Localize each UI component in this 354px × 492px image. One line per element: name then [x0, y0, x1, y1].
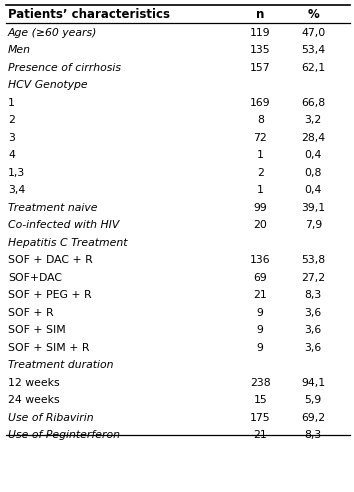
Text: 69: 69 — [253, 273, 267, 282]
Text: 21: 21 — [253, 290, 267, 300]
Text: 0,4: 0,4 — [304, 185, 322, 195]
Text: Patients’ characteristics: Patients’ characteristics — [8, 8, 170, 22]
Text: 2: 2 — [257, 168, 264, 178]
Text: 94,1: 94,1 — [301, 378, 325, 388]
Text: SOF + R: SOF + R — [8, 308, 53, 318]
Text: 39,1: 39,1 — [301, 203, 325, 213]
Text: 238: 238 — [250, 378, 270, 388]
Text: Hepatitis C Treatment: Hepatitis C Treatment — [8, 238, 127, 247]
Text: Use of Ribavirin: Use of Ribavirin — [8, 413, 93, 423]
Text: %: % — [307, 8, 319, 22]
Text: 27,2: 27,2 — [301, 273, 325, 282]
Text: 72: 72 — [253, 133, 267, 143]
Text: 136: 136 — [250, 255, 270, 265]
Text: 62,1: 62,1 — [301, 62, 325, 73]
Text: 21: 21 — [253, 430, 267, 440]
Text: 169: 169 — [250, 97, 270, 108]
Text: n: n — [256, 8, 264, 22]
Text: SOF + SIM: SOF + SIM — [8, 325, 66, 335]
Text: 119: 119 — [250, 28, 270, 37]
Text: 8,3: 8,3 — [305, 290, 322, 300]
Text: Age (≥60 years): Age (≥60 years) — [8, 28, 97, 37]
Text: 9: 9 — [257, 342, 264, 353]
Text: 12 weeks: 12 weeks — [8, 378, 59, 388]
Text: 135: 135 — [250, 45, 270, 55]
Text: 47,0: 47,0 — [301, 28, 325, 37]
Text: 3: 3 — [8, 133, 15, 143]
Text: 9: 9 — [257, 308, 264, 318]
Text: Presence of cirrhosis: Presence of cirrhosis — [8, 62, 121, 73]
Text: 1: 1 — [8, 97, 15, 108]
Text: 1: 1 — [257, 150, 264, 160]
Text: Treatment duration: Treatment duration — [8, 360, 114, 370]
Text: 5,9: 5,9 — [305, 395, 322, 405]
Text: SOF + DAC + R: SOF + DAC + R — [8, 255, 93, 265]
Text: 3,6: 3,6 — [305, 342, 322, 353]
Text: Treatment naive: Treatment naive — [8, 203, 97, 213]
Text: Use of Peginterferon: Use of Peginterferon — [8, 430, 120, 440]
Text: SOF + SIM + R: SOF + SIM + R — [8, 342, 90, 353]
Text: 99: 99 — [253, 203, 267, 213]
Text: 3,4: 3,4 — [8, 185, 25, 195]
Text: 24 weeks: 24 weeks — [8, 395, 59, 405]
Text: 157: 157 — [250, 62, 270, 73]
Text: 0,4: 0,4 — [304, 150, 322, 160]
Text: 8,3: 8,3 — [305, 430, 322, 440]
Text: 3,6: 3,6 — [305, 308, 322, 318]
Text: SOF + PEG + R: SOF + PEG + R — [8, 290, 92, 300]
Text: 9: 9 — [257, 325, 264, 335]
Text: 15: 15 — [253, 395, 267, 405]
Text: 53,4: 53,4 — [301, 45, 325, 55]
Text: SOF+DAC: SOF+DAC — [8, 273, 62, 282]
Text: 8: 8 — [257, 115, 264, 125]
Text: 3,6: 3,6 — [305, 325, 322, 335]
Text: Co-infected with HIV: Co-infected with HIV — [8, 220, 119, 230]
Text: 69,2: 69,2 — [301, 413, 325, 423]
Text: Men: Men — [8, 45, 31, 55]
Text: 1: 1 — [257, 185, 264, 195]
Text: 4: 4 — [8, 150, 15, 160]
Text: 175: 175 — [250, 413, 270, 423]
Text: 3,2: 3,2 — [305, 115, 322, 125]
Text: 0,8: 0,8 — [304, 168, 322, 178]
Text: 20: 20 — [253, 220, 267, 230]
Text: 28,4: 28,4 — [301, 133, 325, 143]
Text: 7,9: 7,9 — [305, 220, 322, 230]
Text: HCV Genotype: HCV Genotype — [8, 80, 88, 90]
Text: 53,8: 53,8 — [301, 255, 325, 265]
Text: 1,3: 1,3 — [8, 168, 25, 178]
Text: 2: 2 — [8, 115, 15, 125]
Text: 66,8: 66,8 — [301, 97, 325, 108]
